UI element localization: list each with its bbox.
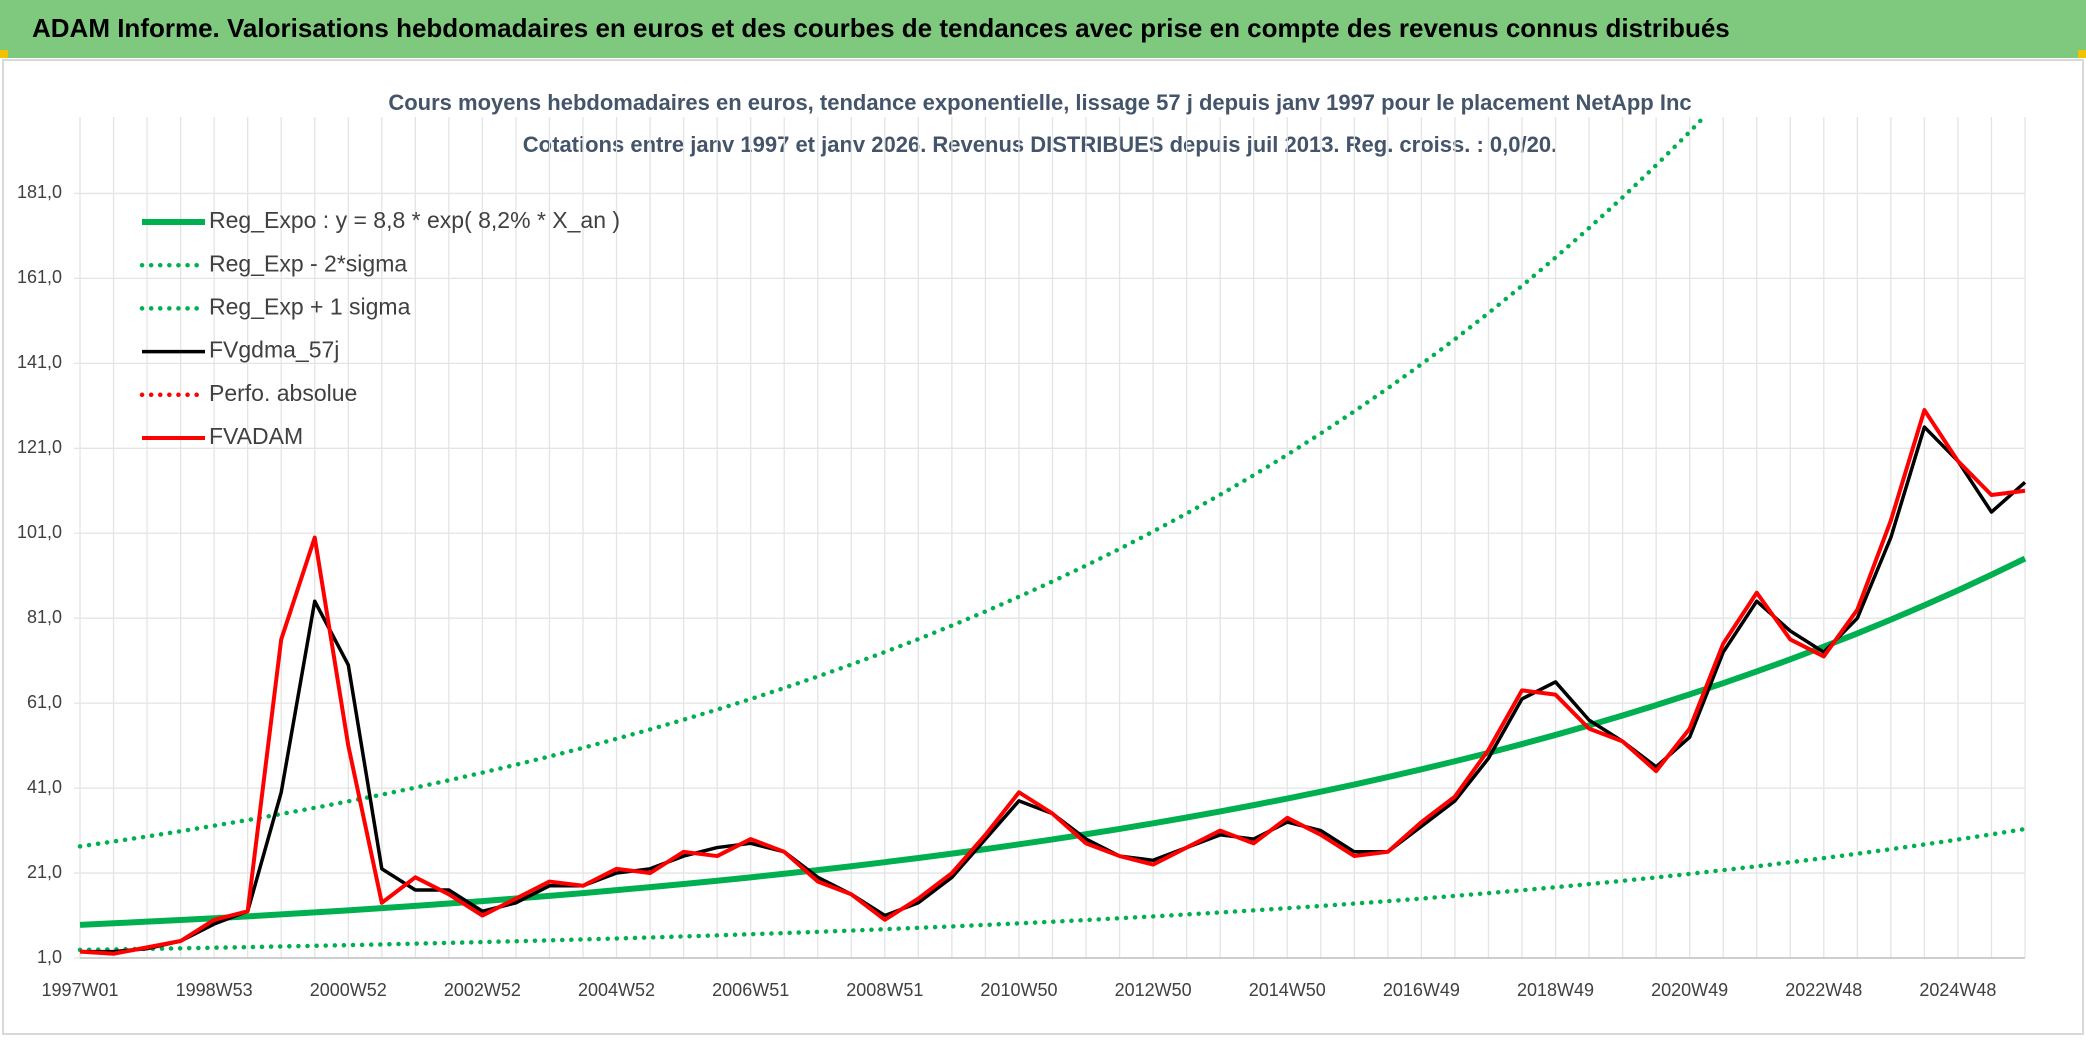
series-line (79, 408, 2026, 956)
legend-label: FVgdma_57j (209, 337, 339, 363)
x-tick-label: 2018W49 (1517, 980, 1594, 1000)
chart-subtitle: Cotations entre janv 1997 et janv 2026. … (523, 132, 1557, 157)
y-tick-label: 161,0 (17, 267, 62, 287)
y-tick-label: 1,0 (37, 947, 62, 967)
y-tick-label: 81,0 (27, 607, 62, 627)
page-title: ADAM Informe. Valorisations hebdomadaire… (32, 13, 1730, 43)
x-tick-label: 1998W53 (176, 980, 253, 1000)
x-tick-label: 2010W50 (980, 980, 1057, 1000)
x-tick-label: 2004W52 (578, 980, 655, 1000)
legend-label: Reg_Exp - 2*sigma (209, 250, 407, 276)
legend-label: Reg_Exp + 1 sigma (209, 293, 411, 319)
x-tick-label: 2014W50 (1249, 980, 1326, 1000)
x-tick-label: 2016W49 (1383, 980, 1460, 1000)
x-tick-label: 2022W48 (1785, 980, 1862, 1000)
title-bar (0, 0, 2086, 58)
x-tick-label: 2012W50 (1115, 980, 1192, 1000)
x-tick-label: 2024W48 (1919, 980, 1996, 1000)
x-tick-label: 2008W51 (846, 980, 923, 1000)
series-line (79, 555, 2027, 928)
corner (0, 50, 8, 58)
y-tick-label: 181,0 (17, 182, 62, 202)
y-tick-label: 121,0 (17, 437, 62, 457)
legend: Reg_Expo : y = 8,8 * exp( 8,2% * X_an ) R… (139, 207, 620, 449)
x-tick-label: 2000W52 (310, 980, 387, 1000)
x-tick-label: 2006W51 (712, 980, 789, 1000)
y-tick-label: 21,0 (27, 862, 62, 882)
x-tick-label: 2020W49 (1651, 980, 1728, 1000)
legend-label: FVADAM (209, 423, 303, 449)
x-tick-label: 1997W01 (41, 980, 118, 1000)
series-line (77, 826, 2028, 953)
corner (2078, 50, 2086, 58)
series-line (77, 117, 1708, 849)
chart-title: Cours moyens hebdomadaires en euros, ten… (388, 90, 1691, 115)
x-tick-label: 2002W52 (444, 980, 521, 1000)
legend-label: Reg_Expo : y = 8,8 * exp( 8,2% * X_an ) (209, 207, 620, 233)
y-tick-label: 41,0 (27, 777, 62, 797)
y-tick-label: 61,0 (27, 692, 62, 712)
y-tick-label: 101,0 (17, 522, 62, 542)
plot (77, 117, 2028, 956)
chart-frame (2, 59, 2084, 1035)
legend-label: Perfo. absolue (209, 380, 357, 406)
y-tick-label: 141,0 (17, 352, 62, 372)
